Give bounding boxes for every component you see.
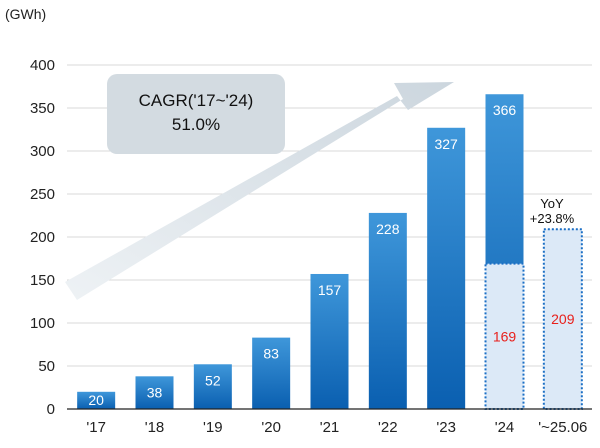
- cagr-box: CAGR('17~'24) 51.0%: [107, 74, 285, 154]
- y-tick-label: 250: [30, 186, 55, 203]
- y-tick-label: 100: [30, 315, 55, 332]
- yoy-note: YoY +23.8%: [530, 196, 575, 226]
- partial-value-label: 209: [551, 311, 575, 327]
- bar: [135, 376, 174, 409]
- bar: [310, 273, 349, 409]
- bar-value-label: 157: [318, 282, 342, 298]
- bar: [252, 337, 291, 409]
- y-tick-label: 150: [30, 272, 55, 289]
- partial-bar: [484, 262, 525, 410]
- bar: [193, 364, 232, 409]
- x-tick-label: '22: [378, 419, 398, 436]
- bar-value-label: 228: [376, 221, 400, 237]
- growth-arrow: [65, 82, 454, 300]
- bar: [77, 391, 116, 409]
- yoy-label: YoY: [540, 196, 564, 211]
- bar-value-label: 327: [434, 136, 458, 152]
- y-tick-label: 0: [47, 401, 55, 418]
- x-tick-label: '24: [495, 419, 515, 436]
- y-tick-label: 300: [30, 143, 55, 160]
- y-unit-label: (GWh): [5, 6, 46, 22]
- partial-value-label: 169: [493, 328, 517, 344]
- bar-value-label: 83: [263, 346, 279, 362]
- bar-value-label: 20: [88, 392, 104, 408]
- bar-value-label: 52: [205, 372, 221, 388]
- y-axis-ticks: 0 50 100 150 200 250 300 350 400: [30, 57, 55, 418]
- y-tick-label: 50: [38, 358, 55, 375]
- data-labels: 20 38 52 83 157 228 327 366 169 209: [88, 102, 574, 408]
- yoy-value: +23.8%: [530, 211, 575, 226]
- y-tick-label: 200: [30, 229, 55, 246]
- cagr-title: CAGR('17~'24): [139, 91, 254, 110]
- y-tick-label: 350: [30, 100, 55, 117]
- x-tick-label: '20: [261, 419, 281, 436]
- bars: [77, 94, 583, 410]
- x-tick-label: '21: [320, 419, 340, 436]
- x-tick-label: '18: [145, 419, 165, 436]
- bar-value-label: 366: [493, 102, 517, 118]
- x-tick-label: '23: [436, 419, 456, 436]
- bar-value-label: 38: [147, 384, 163, 400]
- bar: [368, 212, 407, 409]
- x-tick-label: '19: [203, 419, 223, 436]
- x-tick-label: '17: [86, 419, 106, 436]
- x-tick-label: '~25.06: [538, 419, 587, 436]
- x-axis-ticks: '17 '18 '19 '20 '21 '22 '23 '24 '~25.06: [86, 419, 587, 436]
- bar: [427, 127, 466, 409]
- cagr-value: 51.0%: [172, 115, 220, 134]
- y-tick-label: 400: [30, 57, 55, 74]
